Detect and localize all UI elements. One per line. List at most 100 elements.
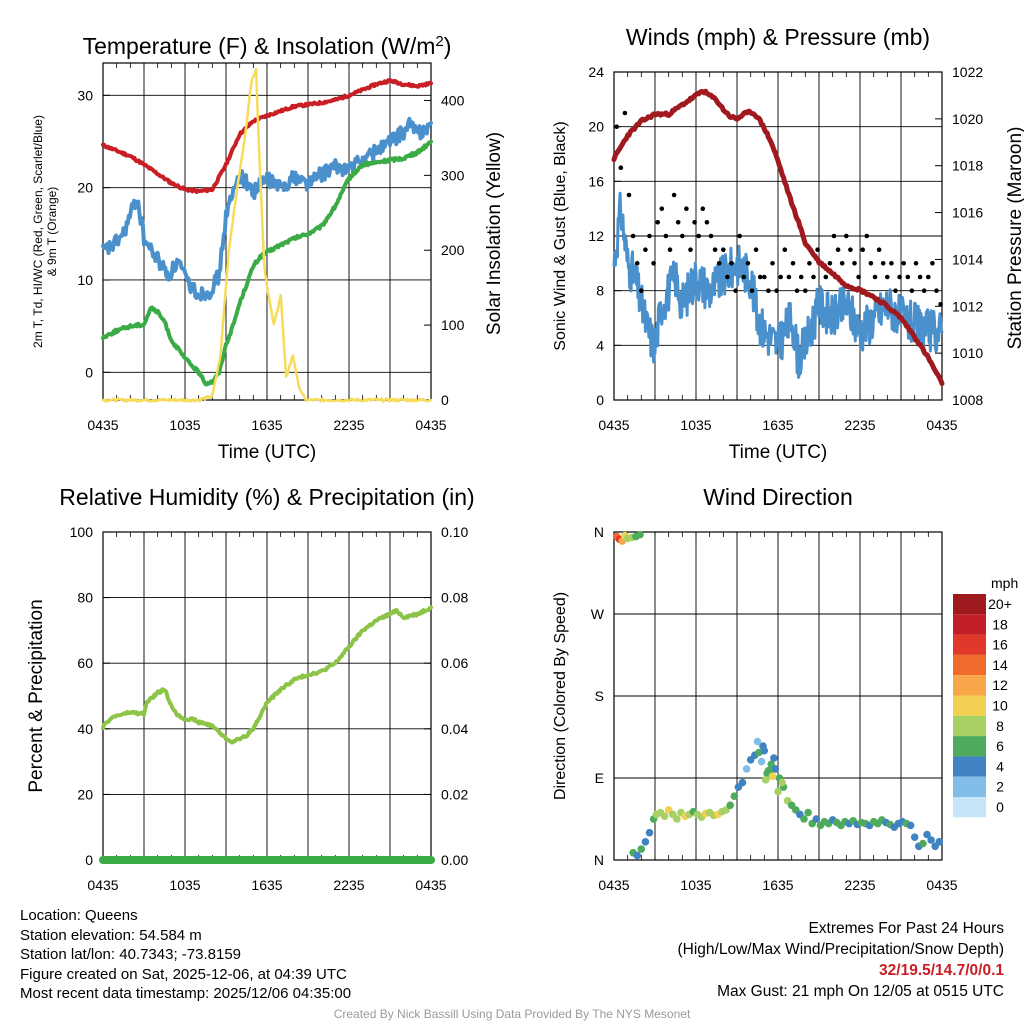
wind-gust-point	[741, 274, 747, 280]
wdir-point	[645, 828, 654, 837]
temp-y2-tick-label: 400	[441, 92, 465, 108]
wind-gust-point	[745, 261, 751, 266]
rh-y2-tick-label: 0.08	[441, 590, 468, 606]
wdir-y-tick-label: N	[594, 524, 604, 540]
wdir-legend-swatch	[953, 675, 986, 696]
wind-gust-point	[618, 165, 624, 170]
temp-y-axis-label: 2m T, Td, HI/WC (Red, Green, Scarlet/Blu…	[31, 115, 45, 348]
wind-gust-point	[868, 261, 874, 266]
wdir-point	[730, 792, 739, 800]
wdir-point	[760, 746, 769, 755]
wind-y-tick-label: 8	[596, 283, 604, 299]
wind-gust-point	[909, 288, 915, 294]
wdir-x-tick-label: 0435	[926, 877, 957, 893]
wind-series-station-pressure	[611, 88, 945, 387]
wind-gust-point	[708, 233, 714, 239]
wind-gust-point	[926, 274, 931, 280]
wind-gust-point	[700, 206, 706, 211]
wdir-legend-swatch	[953, 614, 986, 635]
wind-y-tick-label: 12	[588, 228, 604, 244]
wdir-legend-label: 2	[996, 779, 1004, 795]
wind-gust-point	[938, 302, 943, 307]
wind-title: Winds (mph) & Pressure (mb)	[626, 24, 930, 50]
wind-gust-point	[917, 274, 923, 280]
wind-gust-point	[827, 261, 833, 266]
wind-gust-point	[639, 288, 644, 294]
wdir-point	[919, 839, 927, 848]
wind-gust-point	[733, 288, 738, 294]
wind-gust-point	[659, 206, 665, 211]
wdir-point	[673, 815, 681, 823]
wdir-point	[935, 838, 944, 846]
wdir-point	[726, 801, 734, 810]
wind-y-axis-label: Sonic Wind & Gust (Blue, Black)	[552, 121, 569, 350]
temp-y-tick-label: 10	[77, 272, 93, 288]
wind-x-tick-label: 1635	[762, 417, 793, 433]
extremes-values: 32/19.5/14.7/0/0.1	[879, 962, 1004, 979]
rh-y-axis-label: Percent & Precipitation	[26, 599, 47, 792]
wdir-legend-swatch	[953, 715, 986, 737]
wdir-point	[770, 754, 778, 762]
wdir-point	[641, 838, 650, 846]
wind-gust-point	[770, 261, 775, 266]
temp-y-axis-label-2: & 9m T (Orange)	[45, 187, 59, 277]
wind-gust-point	[671, 192, 677, 198]
wdir-legend-label: 6	[996, 738, 1004, 754]
wdir-y-tick-label: S	[595, 688, 604, 704]
max-gust: Max Gust: 21 mph On 12/05 at 0515 UTC	[717, 983, 1004, 1000]
wind-gust-point	[762, 274, 767, 280]
wind-gust-point	[725, 274, 730, 280]
wind-gust-point	[643, 247, 648, 252]
wind-y-tick-label: 0	[596, 392, 604, 408]
wind-gust-point	[934, 288, 939, 294]
wind-gust-point	[692, 220, 697, 225]
wdir-point	[906, 821, 915, 830]
wind-gust-point	[807, 261, 812, 266]
wdir-legend-swatch	[953, 634, 986, 655]
wind-gust-point	[852, 261, 857, 266]
wdir-point	[923, 830, 931, 839]
temp-x-axis-label: Time (UTC)	[218, 442, 317, 463]
wind-gust-point	[897, 274, 902, 280]
wdir-legend-label: 16	[992, 637, 1008, 653]
wind-gust-point	[790, 261, 796, 266]
wdir-y-tick-label: E	[595, 770, 604, 786]
rh-y-tick-label: 20	[77, 786, 93, 802]
wdir-point	[633, 851, 641, 860]
wind-y-tick-label: 24	[588, 64, 604, 80]
wind-gust-point	[622, 110, 628, 116]
wdir-point	[764, 766, 773, 775]
wdir-y-tick-label: N	[594, 852, 604, 868]
wind-gust-point	[835, 247, 841, 252]
wind-gust-point	[778, 274, 783, 280]
wind-gust-point	[651, 261, 656, 266]
wind-gust-point	[634, 261, 640, 266]
wdir-point	[927, 836, 935, 844]
wind-y-tick-label: 20	[588, 119, 604, 135]
wind-gust-point	[880, 261, 886, 266]
wdir-point	[742, 765, 751, 773]
wdir-point	[910, 833, 919, 841]
wind-gust-point	[663, 233, 669, 239]
rh-x-tick-label: 2235	[333, 877, 364, 893]
wind-gust-point	[905, 274, 911, 280]
wind-gust-point	[815, 247, 820, 252]
temp-series-solar-insolation	[101, 67, 433, 403]
wdir-y-axis-label: Direction (Colored By Speed)	[552, 592, 569, 800]
wdir-x-tick-label: 0435	[598, 877, 629, 893]
temp-x-tick-label: 2235	[333, 417, 364, 433]
wind-gust-point	[753, 247, 759, 252]
credit-line: Created By Nick Bassill Using Data Provi…	[333, 1007, 691, 1021]
station-location: Location: Queens	[20, 907, 138, 924]
wind-gust-point	[737, 233, 742, 239]
wind-gust-point	[614, 124, 619, 129]
wind-gust-point	[774, 288, 779, 294]
wind-gust-point	[696, 233, 701, 239]
temp-frame	[102, 62, 432, 401]
wdir-legend-label: 0	[996, 799, 1004, 815]
temp-x-tick-label: 1635	[251, 417, 282, 433]
temp-title: Temperature (F) & Insolation (W/m2)	[83, 33, 452, 59]
wind-y2-tick-label: 1010	[952, 345, 983, 361]
wind-gust-point	[798, 274, 804, 280]
